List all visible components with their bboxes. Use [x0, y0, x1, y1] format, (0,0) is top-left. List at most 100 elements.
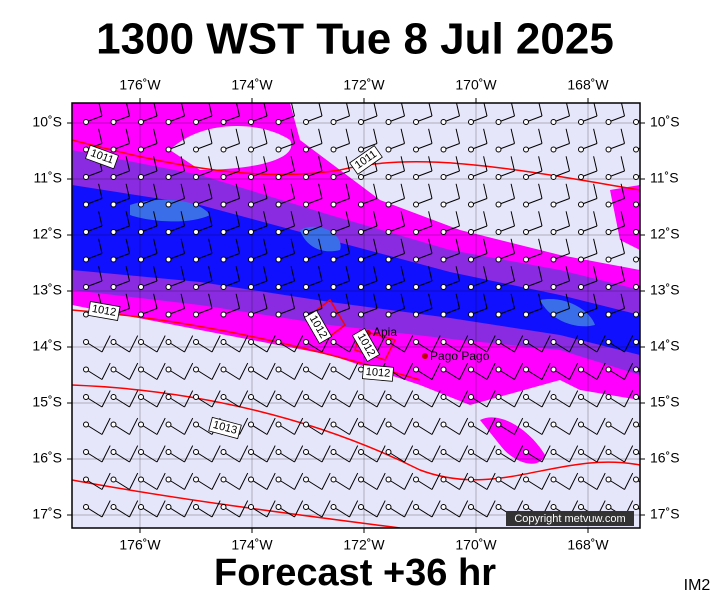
station [523, 284, 529, 290]
station [440, 421, 447, 428]
barb-flag [510, 238, 515, 254]
station [440, 201, 447, 208]
station [633, 311, 639, 318]
barb-flag [400, 266, 405, 282]
barb-flag [459, 390, 469, 408]
station [550, 476, 557, 483]
latitude-label: 15˚S [32, 394, 62, 410]
barb-flag [455, 293, 460, 309]
barb-flag [101, 445, 111, 463]
station [248, 119, 254, 125]
barb-flag [345, 238, 350, 254]
station [358, 311, 364, 318]
station [468, 421, 474, 428]
barb-flag [400, 238, 405, 254]
station [550, 201, 557, 208]
barb-staff [250, 506, 268, 518]
barb-staff [443, 506, 460, 518]
barb-flag [428, 266, 433, 282]
station [605, 449, 612, 455]
barb-staff [195, 396, 213, 408]
station [358, 476, 364, 483]
station [248, 146, 254, 153]
barb-flag [321, 390, 331, 408]
station [523, 449, 529, 455]
station [523, 476, 529, 483]
barb-flag [266, 445, 276, 463]
barb-flag [129, 445, 139, 463]
barb-flag [510, 183, 515, 199]
barb-flag [98, 128, 103, 144]
station [303, 146, 309, 153]
barb-flag [156, 335, 166, 353]
barb-flag [596, 362, 606, 380]
station [248, 174, 254, 180]
barb-staff [525, 341, 543, 353]
station [330, 256, 337, 263]
barb-flag [459, 445, 469, 463]
station [605, 201, 612, 208]
barb-staff [85, 479, 103, 490]
station [578, 421, 584, 428]
barb-flag [156, 417, 166, 435]
barb-flag [125, 238, 130, 254]
barb-flag [153, 238, 158, 254]
barb-staff [333, 369, 350, 380]
barb-flag [624, 417, 634, 435]
station [330, 449, 337, 455]
isobar [72, 139, 640, 191]
barb-flag [318, 211, 323, 227]
barb-flag [428, 103, 433, 117]
barb-flag [101, 390, 111, 408]
station [468, 284, 474, 290]
barb-staff [113, 479, 130, 490]
barb-flag [620, 211, 625, 227]
barb-flag [263, 238, 268, 254]
barb-staff [195, 369, 213, 380]
station [495, 174, 502, 180]
barb-staff [580, 424, 598, 435]
station [495, 476, 502, 483]
barb-flag [235, 238, 240, 254]
barb-flag [455, 128, 460, 144]
barb-flag [400, 211, 405, 227]
latitude-label: 16˚S [650, 450, 680, 466]
barb-staff [498, 396, 515, 408]
barb-staff [278, 369, 295, 380]
latitude-label: 13˚S [32, 282, 62, 298]
barb-flag [373, 266, 378, 282]
barb-flag [620, 266, 625, 282]
station [413, 201, 419, 208]
barb-flag [376, 500, 386, 518]
barb-staff [443, 479, 460, 490]
barb-staff [470, 479, 488, 490]
station [523, 311, 529, 318]
station [523, 201, 529, 208]
barb-flag [263, 128, 268, 144]
barb-flag [98, 211, 103, 227]
barb-flag [593, 211, 598, 227]
latitude-label: 15˚S [650, 394, 680, 410]
latitude-label: 14˚S [32, 338, 62, 354]
station [193, 339, 199, 345]
station [633, 339, 639, 345]
isobar-label: 1012 [91, 303, 117, 319]
barb-flag [483, 238, 488, 254]
station [578, 311, 584, 318]
barb-flag [459, 417, 469, 435]
barb-staff [85, 424, 103, 435]
station [138, 174, 144, 180]
barb-flag [125, 183, 130, 199]
station [440, 119, 447, 125]
barb-staff [305, 451, 323, 463]
barb-flag [620, 128, 625, 144]
station [83, 394, 89, 400]
station [578, 366, 584, 373]
barb-staff [333, 506, 350, 518]
barb-flag [565, 156, 570, 172]
barb-flag [208, 266, 213, 282]
barb-staff [278, 506, 295, 518]
station [385, 229, 392, 235]
barb-flag [208, 183, 213, 199]
barb-flag [101, 417, 111, 435]
